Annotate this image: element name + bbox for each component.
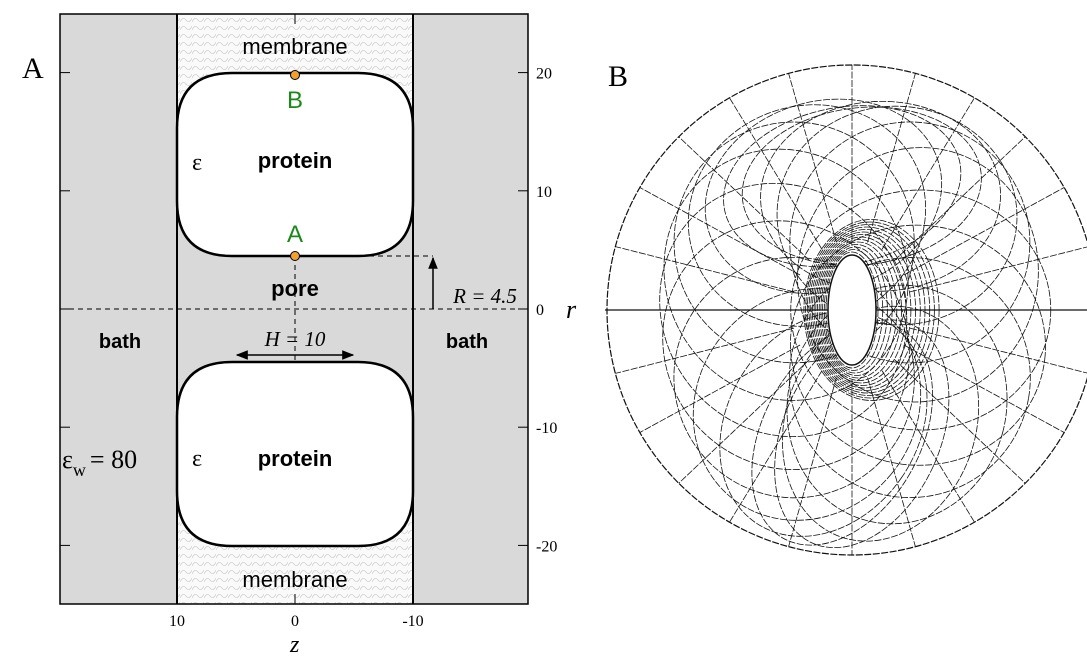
mesh-line <box>894 136 1026 261</box>
mesh-line <box>903 187 1065 276</box>
mesh-line <box>790 224 1046 466</box>
tick-label: 0 <box>291 613 299 630</box>
mesh-line <box>751 321 933 546</box>
panel-a: A membrane membrane protein protein ε ε … <box>22 13 577 656</box>
mesh-line <box>788 73 837 243</box>
mesh-line <box>788 257 1031 498</box>
symbol: ε <box>62 445 73 474</box>
tick-label: 0 <box>536 302 544 319</box>
mesh-line <box>813 234 912 386</box>
mesh-line <box>741 106 982 266</box>
region-label: bath <box>446 331 488 353</box>
point-a <box>290 251 300 261</box>
mesh-line <box>687 104 927 327</box>
dimension-label: H = 10 <box>264 327 326 351</box>
mesh-line <box>867 73 916 243</box>
tick-label: -10 <box>536 420 557 437</box>
mesh-line <box>692 288 922 521</box>
panel-b: B <box>605 60 1087 556</box>
value: = 80 <box>90 445 137 474</box>
mesh-line <box>782 305 980 542</box>
region-label: pore <box>271 276 319 301</box>
axis-title: r <box>566 295 577 324</box>
tick-label: 10 <box>169 613 185 630</box>
region-label: ε <box>192 446 202 472</box>
point-b <box>290 70 300 80</box>
region-label: protein <box>258 446 333 471</box>
mesh-line <box>903 344 1065 433</box>
mesh-hole <box>827 254 877 366</box>
mesh-line <box>659 182 908 438</box>
mesh-line <box>786 284 1008 525</box>
region-label: membrane <box>242 34 347 59</box>
region-label: membrane <box>242 567 347 592</box>
mesh-line <box>818 241 898 379</box>
region-label: protein <box>258 148 333 173</box>
tick-label: 10 <box>536 184 552 201</box>
mesh-line <box>894 359 1026 484</box>
tick-label: 20 <box>536 66 552 83</box>
protein-top <box>175 71 415 258</box>
permittivity-label: εw = 80 <box>62 445 137 480</box>
mesh <box>605 64 1087 556</box>
mesh-line <box>797 147 1039 403</box>
mesh-line <box>760 100 1001 292</box>
mesh-line <box>881 97 975 250</box>
mesh-line <box>823 249 884 371</box>
mesh-line <box>615 327 795 374</box>
mesh-line <box>639 344 801 433</box>
tick-label: -20 <box>536 538 557 555</box>
mesh-line <box>678 136 810 261</box>
mesh-line <box>776 105 1018 326</box>
point-label: A <box>287 221 303 248</box>
mesh-line <box>788 377 837 547</box>
mesh-line <box>881 370 975 523</box>
dimension-label: R = 4.5 <box>452 284 517 308</box>
mesh-line <box>673 121 915 364</box>
mesh-line <box>909 327 1087 374</box>
mesh-line <box>789 121 1031 364</box>
tick-label: -10 <box>402 613 423 630</box>
point-label: B <box>287 87 303 114</box>
mesh-line <box>825 251 879 369</box>
region-label: ε <box>192 150 202 176</box>
region-label: bath <box>99 331 141 353</box>
mesh-line <box>662 220 910 470</box>
mesh-line <box>820 244 893 376</box>
panel-label: A <box>22 52 44 85</box>
mesh-line <box>729 370 823 523</box>
mesh-line <box>817 239 902 381</box>
mesh-line <box>615 246 795 293</box>
axis-title: z <box>289 632 300 656</box>
mesh-line <box>639 187 801 276</box>
mesh-line <box>678 359 810 484</box>
protein-bottom <box>175 360 415 548</box>
mesh-line <box>867 377 916 547</box>
panel-label: B <box>608 60 628 93</box>
subscript: w <box>73 460 86 480</box>
mesh-line <box>729 97 823 250</box>
mesh-line <box>909 246 1087 293</box>
